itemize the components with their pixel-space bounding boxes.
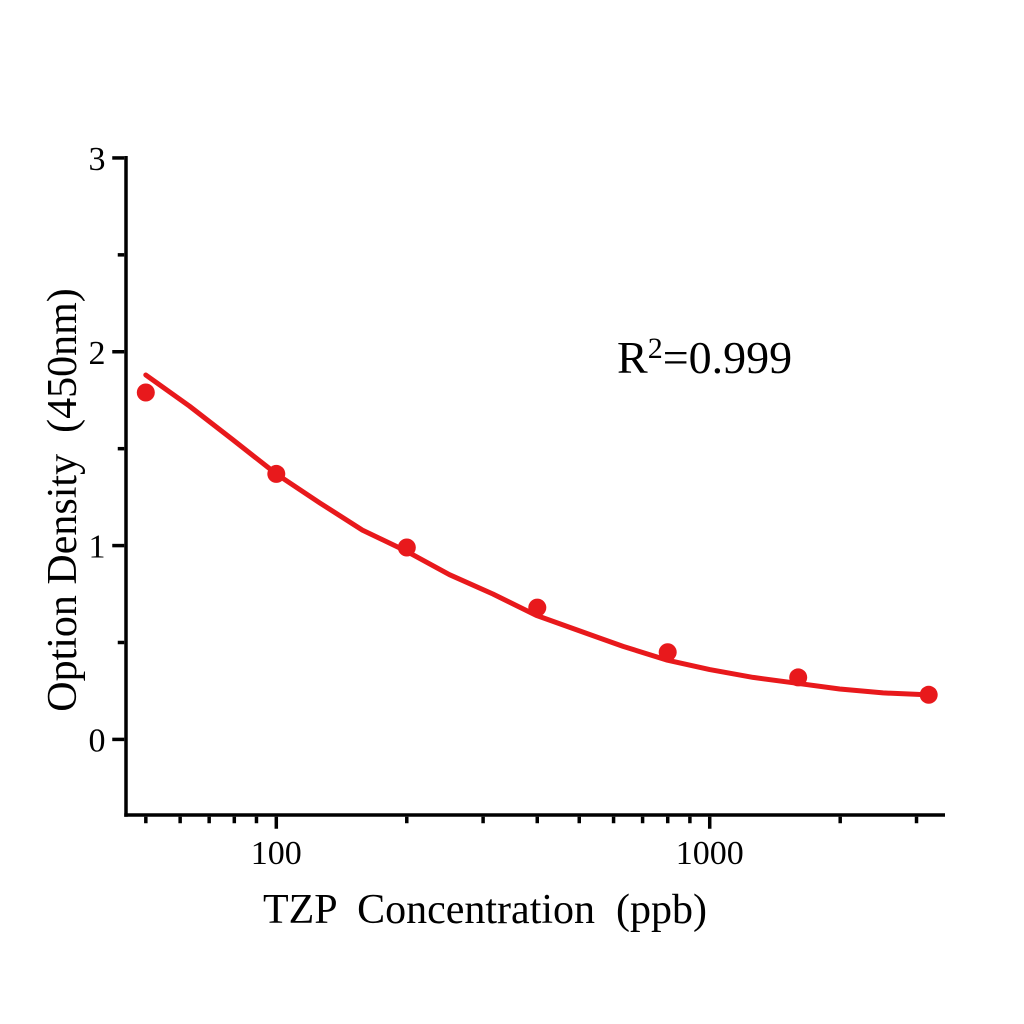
y-axis-title: Option Density (450nm)	[40, 288, 86, 711]
data-point	[136, 383, 155, 402]
data-point	[919, 685, 938, 704]
data-point	[397, 538, 416, 557]
y-tick-label: 2	[89, 335, 106, 372]
x-tick-label: 1000	[676, 835, 744, 872]
r-squared-value: =0.999	[663, 332, 792, 383]
data-point	[658, 643, 677, 662]
y-tick-label: 1	[89, 529, 106, 566]
r-squared-annotation: R2=0.999	[617, 332, 792, 383]
data-point	[267, 464, 286, 483]
data-point	[789, 668, 808, 687]
data-point	[528, 598, 547, 617]
fit-curve	[143, 372, 929, 698]
y-tick-label: 3	[89, 141, 106, 178]
y-tick-label: 0	[89, 722, 106, 759]
x-axis-title: TZP Concentration (ppb)	[263, 887, 707, 933]
plot-area: 100 1000 0 1 2 3	[89, 141, 945, 872]
r-squared-base: R	[617, 332, 648, 383]
x-tick-label: 100	[251, 835, 302, 872]
r-squared-superscript: 2	[648, 332, 663, 365]
